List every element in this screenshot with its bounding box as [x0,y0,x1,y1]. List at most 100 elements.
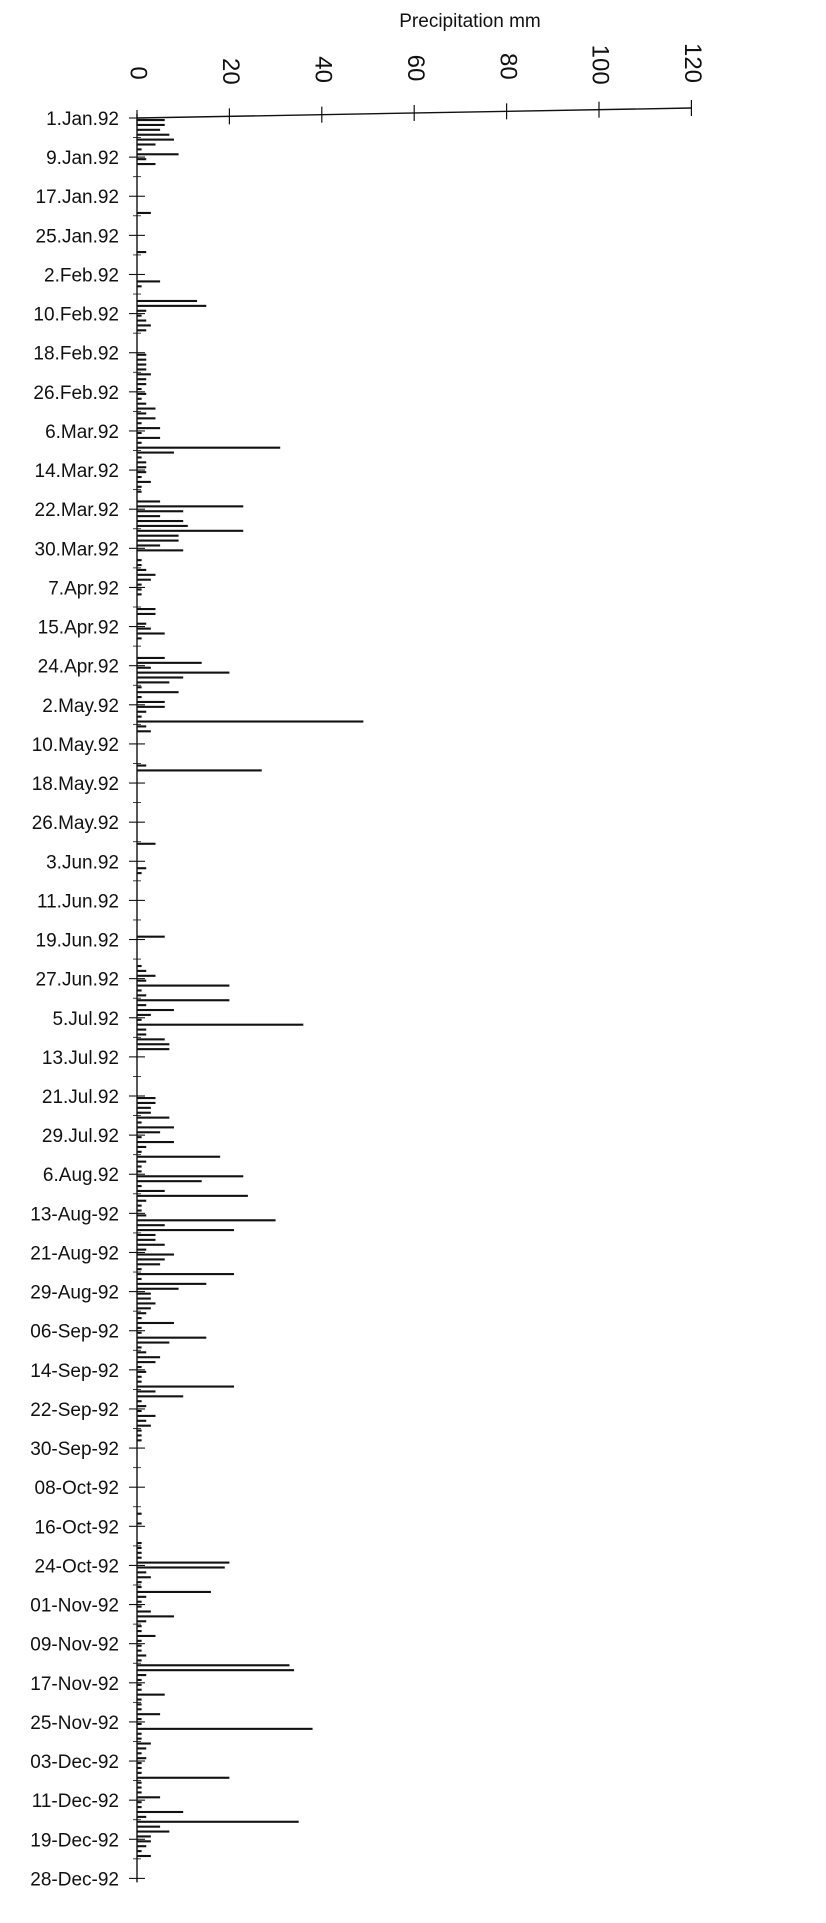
precip-bar [137,1693,165,1696]
date-label: 22-Sep-92 [30,1400,119,1421]
precip-bar [137,1634,156,1637]
precip-bar [137,1424,151,1427]
precip-bar [137,764,147,767]
precip-bar [137,1111,151,1114]
date-label: 15.Apr.92 [38,618,119,639]
precip-bar [137,1654,147,1657]
x-tick-label: 40 [309,56,336,83]
date-label: 13.Jul.92 [42,1048,119,1069]
precip-bar [137,1175,244,1178]
precip-bar [137,1180,202,1183]
precip-bar [137,1776,230,1779]
precip-bar [137,1385,235,1388]
precip-bar [137,456,142,459]
precip-bar [137,1854,151,1858]
precip-bar [137,935,165,938]
date-label: 18.May.92 [32,774,119,795]
precip-bar [137,397,142,400]
precip-bar [137,1395,184,1398]
precip-bar [137,471,147,474]
date-label: 30.Mar.92 [35,539,120,560]
precip-bar [137,1581,142,1584]
precip-bar [137,608,156,611]
precip-bar [137,1766,142,1770]
precip-bar [137,128,161,131]
precip-bar [137,1028,147,1031]
x-tick-label: 0 [125,66,152,79]
precip-bar [137,1669,295,1672]
precip-bar [137,505,244,508]
date-label: 28-Dec-92 [30,1869,119,1890]
precip-bar [137,1038,165,1041]
precip-bar [137,1688,142,1691]
precip-bar [137,593,142,596]
precip-bar [137,715,142,718]
date-label: 26.May.92 [32,813,119,834]
precip-bar [137,1292,151,1295]
precip-bar [137,490,142,493]
date-label: 19.Jun.92 [36,931,119,952]
precip-bar [137,563,142,567]
date-label: 25-Nov-92 [30,1713,119,1734]
precip-bar [137,1434,142,1437]
date-label: 25.Jan.92 [36,226,119,247]
date-ticks: 1.Jan.92 9.Jan.92 17.Jan.92 25.Jan.92 2.Feb.… [30,109,145,1890]
precip-bar [137,1600,142,1603]
date-label: 01-Nov-92 [30,1596,119,1617]
precip-bar [137,1762,142,1765]
precip-bar [137,544,161,547]
precip-bar [137,392,147,395]
precip-bar [137,583,142,586]
date-label: 1.Jan.92 [46,109,119,130]
precip-bar [137,1307,151,1310]
precip-bar [137,1136,142,1139]
precip-bar [137,1141,174,1144]
precip-bar [137,1243,165,1246]
precip-bar [137,1224,165,1227]
precip-bar [137,1351,147,1354]
precip-bar [137,1649,142,1652]
precip-bar [137,1752,142,1755]
precip-bar [137,730,151,733]
precip-bar [137,656,165,659]
precip-bar [137,1277,142,1281]
precip-bar [137,1620,147,1623]
precip-bar [137,1189,165,1193]
precip-bar [137,1512,142,1515]
precip-bar [137,1131,161,1134]
precip-bar [137,1615,174,1618]
precip-bar [137,1801,142,1804]
precip-bar [137,1317,142,1320]
precip-bar [137,1336,207,1339]
precip-bar [137,1209,142,1212]
precip-bar [137,383,147,386]
date-label: 29-Aug-92 [30,1283,119,1304]
precip-bar [137,1331,142,1334]
precip-bar [137,1713,161,1716]
precip-bar [137,1414,156,1417]
precip-bar [137,1219,276,1222]
precip-bar [137,720,364,723]
precip-bar [137,534,179,537]
precip-bar [137,1674,147,1677]
precip-bar [137,1302,156,1305]
precip-bar [137,1008,174,1012]
precip-bar [137,251,147,254]
precip-bar [137,510,184,513]
precip-bar [137,441,142,444]
precip-bar [137,138,174,141]
precip-bar [137,358,147,361]
precip-bar [137,515,161,518]
precip-bar [137,285,142,288]
precip-bar [137,1566,225,1569]
precip-bar [137,568,147,571]
precip-bar [137,1541,142,1545]
precip-bar [137,671,230,674]
precip-bar [137,1840,151,1843]
precip-bar [137,676,184,679]
precip-bar [137,705,165,708]
precip-bar [137,119,165,122]
precip-bar [137,314,142,317]
precip-bar [137,431,142,435]
precip-bar [137,1439,142,1442]
